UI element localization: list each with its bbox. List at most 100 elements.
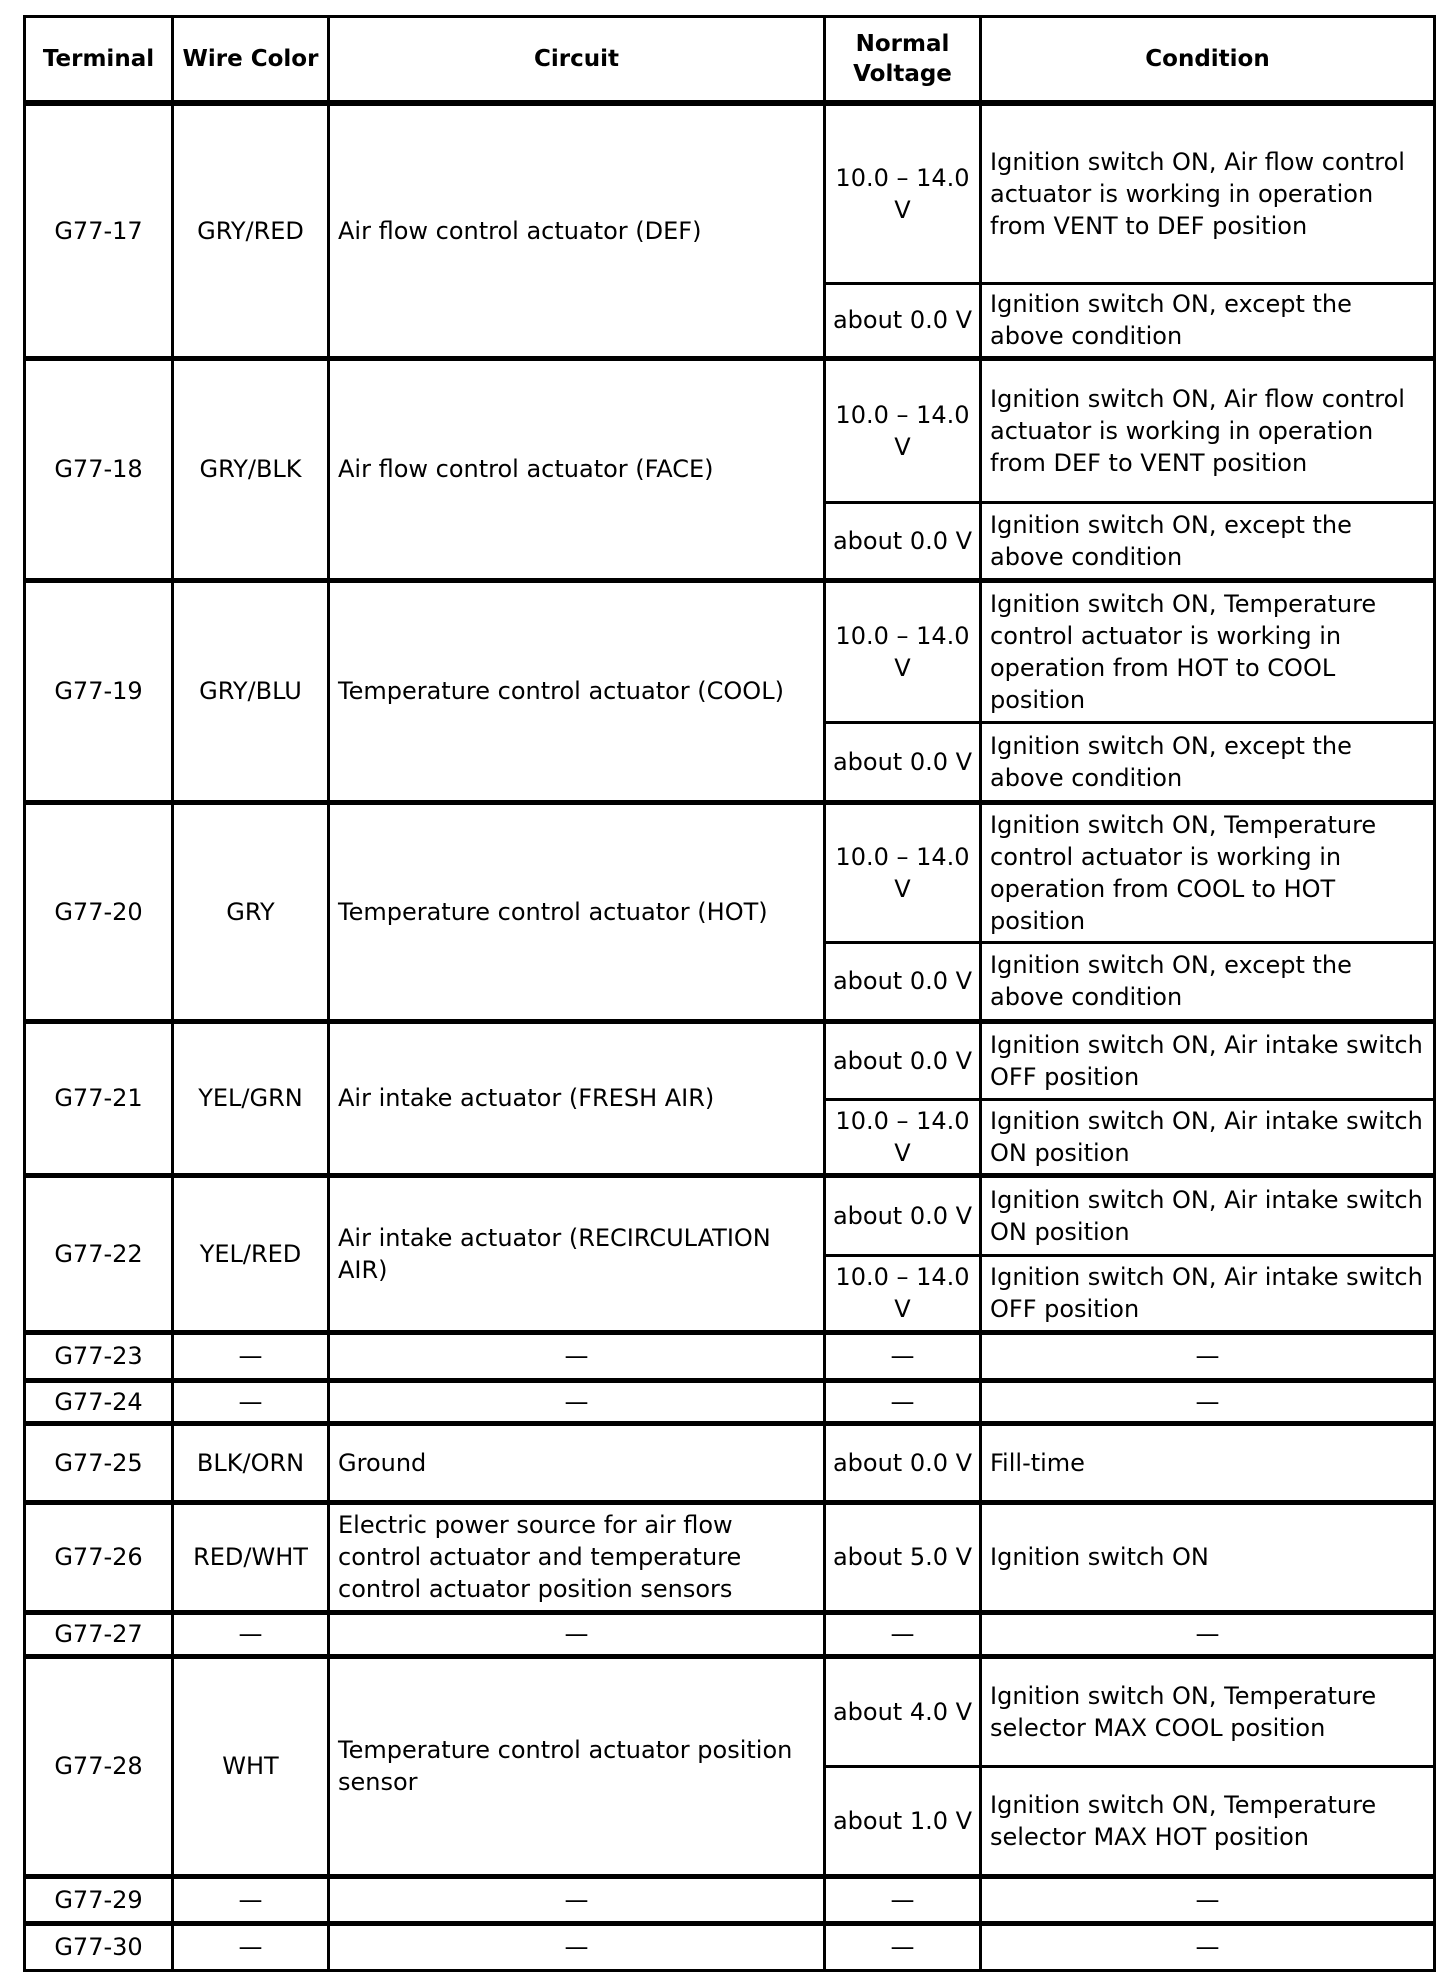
wire-color-cell: — <box>171 1377 330 1425</box>
condition-cell: Ignition switch ON, Temperature selector… <box>979 1653 1436 1768</box>
normal-voltage-cell: — <box>823 1377 982 1425</box>
circuit-cell: — <box>327 1377 826 1425</box>
table-row: 10.0 – 14.0 V Ignition switch ON, Air int… <box>25 1097 1436 1177</box>
circuit-cell: — <box>327 1329 826 1382</box>
header-normal-voltage: Normal Voltage <box>823 15 982 106</box>
table-row: G77-29— — — — <box>23 1873 1436 1925</box>
condition-cell: Ignition switch ON, Air intake switch ON… <box>979 1097 1436 1177</box>
circuit-cell: Electric power source for air flow contr… <box>327 1499 826 1614</box>
table-row: G77-18 GRY/BLK Air flow control actuator (… <box>23 355 1436 582</box>
circuit-cell: Air intake actuator (FRESH AIR) <box>327 1018 826 1177</box>
terminal-cell: G77-20 <box>23 799 174 1023</box>
wire-color-cell: — <box>171 1609 330 1658</box>
condition-cell: Ignition switch ON, except the above con… <box>979 281 1436 360</box>
normal-voltage-cell: 10.0 – 14.0 V <box>823 1097 982 1177</box>
circuit-cell: Temperature control actuator position se… <box>327 1653 826 1878</box>
condition-cell: Ignition switch ON, Temperature control … <box>979 577 1436 724</box>
wire-color-cell: GRY/RED <box>171 100 330 360</box>
normal-voltage-cell: — <box>823 1329 982 1382</box>
normal-voltage-cell: — <box>823 1920 982 1972</box>
header-condition: Condition <box>979 15 1436 106</box>
table-row: G77-21 YEL/GRN Air intake actuator (FRESH … <box>23 1018 1436 1177</box>
condition-cell: — <box>979 1329 1436 1382</box>
header-row: Terminal Wire Color Circuit Normal Volta… <box>23 15 1436 106</box>
condition-cell: — <box>979 1873 1436 1925</box>
normal-voltage-cell: about 1.0 V <box>823 1764 982 1878</box>
terminal-cell: G77-28 <box>23 1653 174 1878</box>
terminal-cell: G77-17 <box>23 100 174 360</box>
normal-voltage-cell: about 0.0 V <box>823 720 982 804</box>
wire-color-cell: RED/WHT <box>171 1499 330 1614</box>
circuit-cell: Air flow control actuator (DEF) <box>327 100 826 360</box>
wire-color-cell: GRY/BLK <box>171 355 330 582</box>
terminal-cell: G77-21 <box>23 1018 174 1177</box>
normal-voltage-cell: about 0.0 V <box>823 940 982 1023</box>
table-row: G77-27— — — — <box>23 1609 1436 1658</box>
normal-voltage-cell: about 0.0 V <box>823 500 982 582</box>
terminal-cell: G77-18 <box>23 355 174 582</box>
circuit-cell: — <box>327 1873 826 1925</box>
terminal-cell: G77-26 <box>23 1499 174 1614</box>
terminal-cell: G77-19 <box>23 577 174 804</box>
normal-voltage-cell: 10.0 – 14.0 V <box>823 355 982 504</box>
table-row: G77-23— — — — <box>23 1329 1436 1382</box>
wire-color-cell: WHT <box>171 1653 330 1878</box>
wire-color-cell: GRY/BLU <box>171 577 330 804</box>
normal-voltage-cell: about 0.0 V <box>823 1420 982 1504</box>
table-row: 10.0 – 14.0 V Ignition switch ON, Air int… <box>25 1253 1436 1334</box>
condition-cell: Ignition switch ON, except the above con… <box>979 940 1436 1023</box>
condition-cell: Ignition switch ON, Temperature selector… <box>979 1764 1436 1878</box>
table-row: about 0.0 V Ignition switch ON, except th… <box>25 940 1436 1023</box>
table-row: about 1.0 V Ignition switch ON, Temperatu… <box>25 1764 1436 1878</box>
terminal-cell: G77-24 <box>23 1377 174 1425</box>
circuit-cell: Temperature control actuator (HOT) <box>327 799 826 1023</box>
condition-cell: — <box>979 1920 1436 1972</box>
wire-color-cell: — <box>171 1920 330 1972</box>
terminal-voltage-table: Terminal Wire Color Circuit Normal Volta… <box>23 15 1436 1972</box>
terminal-cell: G77-25 <box>23 1420 174 1504</box>
table-row: about 0.0 V Ignition switch ON, except th… <box>25 720 1436 804</box>
condition-cell: Ignition switch ON, Air intake switch ON… <box>979 1172 1436 1257</box>
normal-voltage-cell: — <box>823 1609 982 1658</box>
table-row: G77-26 RED/WHT Electric power source for a… <box>23 1499 1436 1614</box>
normal-voltage-cell: about 4.0 V <box>823 1653 982 1768</box>
terminal-cell: G77-27 <box>23 1609 174 1658</box>
normal-voltage-cell: — <box>823 1873 982 1925</box>
circuit-cell: Temperature control actuator (COOL) <box>327 577 826 804</box>
condition-cell: Ignition switch ON, Air flow control act… <box>979 100 1436 285</box>
table-row: G77-28 WHT Temperature control actuator po… <box>23 1653 1436 1878</box>
circuit-cell: — <box>327 1920 826 1972</box>
normal-voltage-cell: about 0.0 V <box>823 1172 982 1257</box>
table-row: G77-24— — — — <box>23 1377 1436 1425</box>
normal-voltage-cell: about 0.0 V <box>823 281 982 360</box>
condition-cell: Ignition switch ON, Temperature control … <box>979 799 1436 944</box>
normal-voltage-cell: 10.0 – 14.0 V <box>823 100 982 285</box>
table-row: about 0.0 V Ignition switch ON, except th… <box>25 500 1436 582</box>
normal-voltage-cell: 10.0 – 14.0 V <box>823 799 982 944</box>
circuit-cell: Ground <box>327 1420 826 1504</box>
condition-cell: — <box>979 1377 1436 1425</box>
normal-voltage-cell: about 0.0 V <box>823 1018 982 1101</box>
wire-color-cell: — <box>171 1873 330 1925</box>
header-circuit: Circuit <box>327 15 826 106</box>
condition-cell: Ignition switch ON, Air flow control act… <box>979 355 1436 504</box>
wire-color-cell: YEL/RED <box>171 1172 330 1334</box>
table-row: G77-17 GRY/RED Air flow control actuator (… <box>23 100 1436 360</box>
table-row: G77-30— — — — <box>23 1920 1436 1972</box>
terminal-cell: G77-30 <box>23 1920 174 1972</box>
table-row: G77-25 BLK/ORN Ground about 0.0 V Fill-time <box>23 1420 1436 1504</box>
circuit-cell: — <box>327 1609 826 1658</box>
table-body: G77-17 GRY/RED Air flow control actuator (… <box>23 100 1436 1972</box>
table-row: G77-20 GRY Temperature control actuator (H… <box>23 799 1436 1023</box>
condition-cell: — <box>979 1609 1436 1658</box>
table-row: G77-22 YEL/RED Air intake actuator (RECIRC… <box>23 1172 1436 1334</box>
condition-cell: Ignition switch ON, except the above con… <box>979 500 1436 582</box>
wire-color-cell: — <box>171 1329 330 1382</box>
normal-voltage-cell: 10.0 – 14.0 V <box>823 577 982 724</box>
condition-cell: Ignition switch ON, except the above con… <box>979 720 1436 804</box>
condition-cell: Fill-time <box>979 1420 1436 1504</box>
condition-cell: Ignition switch ON, Air intake switch OF… <box>979 1018 1436 1101</box>
header-wire-color: Wire Color <box>171 15 330 106</box>
wire-color-cell: GRY <box>171 799 330 1023</box>
terminal-cell: G77-22 <box>23 1172 174 1334</box>
